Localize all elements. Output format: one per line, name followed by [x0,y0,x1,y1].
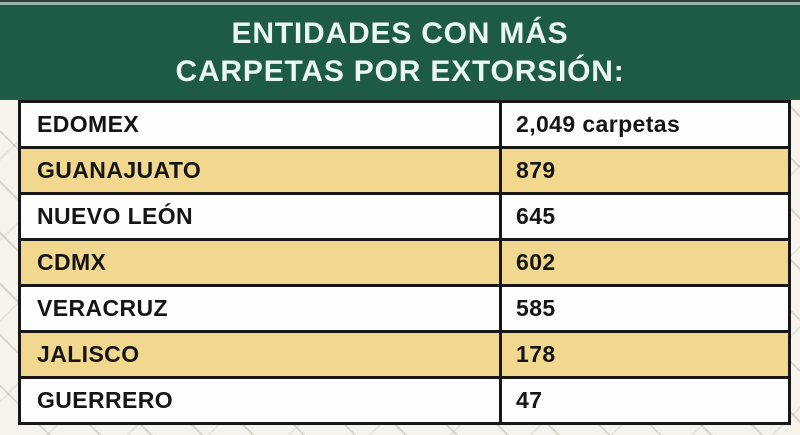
extortion-table: EDOMEX 2,049 carpetas GUANAJUATO 879 NUEVO L… [18,100,791,425]
entity-cell: CDMX [21,241,502,284]
header-banner: ENTIDADES CON MÁS CARPETAS POR EXTORSIÓN… [0,0,800,100]
value-cell: 178 [516,341,556,367]
value-cell: 47 [516,387,543,413]
title-line-2: CARPETAS POR EXTORSIÓN: [175,55,625,88]
value-cell: 585 [516,295,556,321]
value-cell: 645 [516,203,556,229]
table-row: GUERRERO 47 [21,379,788,422]
value-cell: 602 [516,249,556,275]
entity-cell: NUEVO LEÓN [21,195,502,238]
table-row: EDOMEX 2,049 carpetas [21,103,788,149]
entity-cell: EDOMEX [21,103,502,146]
entity-cell: JALISCO [21,333,502,376]
table-row: JALISCO 178 [21,333,788,379]
entity-cell: GUERRERO [21,379,502,422]
value-cell: 2,049 carpetas [516,111,681,137]
table-row: GUANAJUATO 879 [21,149,788,195]
table-row: VERACRUZ 585 [21,287,788,333]
table-row: NUEVO LEÓN 645 [21,195,788,241]
value-cell: 879 [516,157,556,183]
table-row: CDMX 602 [21,241,788,287]
title-line-1: ENTIDADES CON MÁS [231,17,569,50]
entity-cell: VERACRUZ [21,287,502,330]
entity-cell: GUANAJUATO [21,149,502,192]
